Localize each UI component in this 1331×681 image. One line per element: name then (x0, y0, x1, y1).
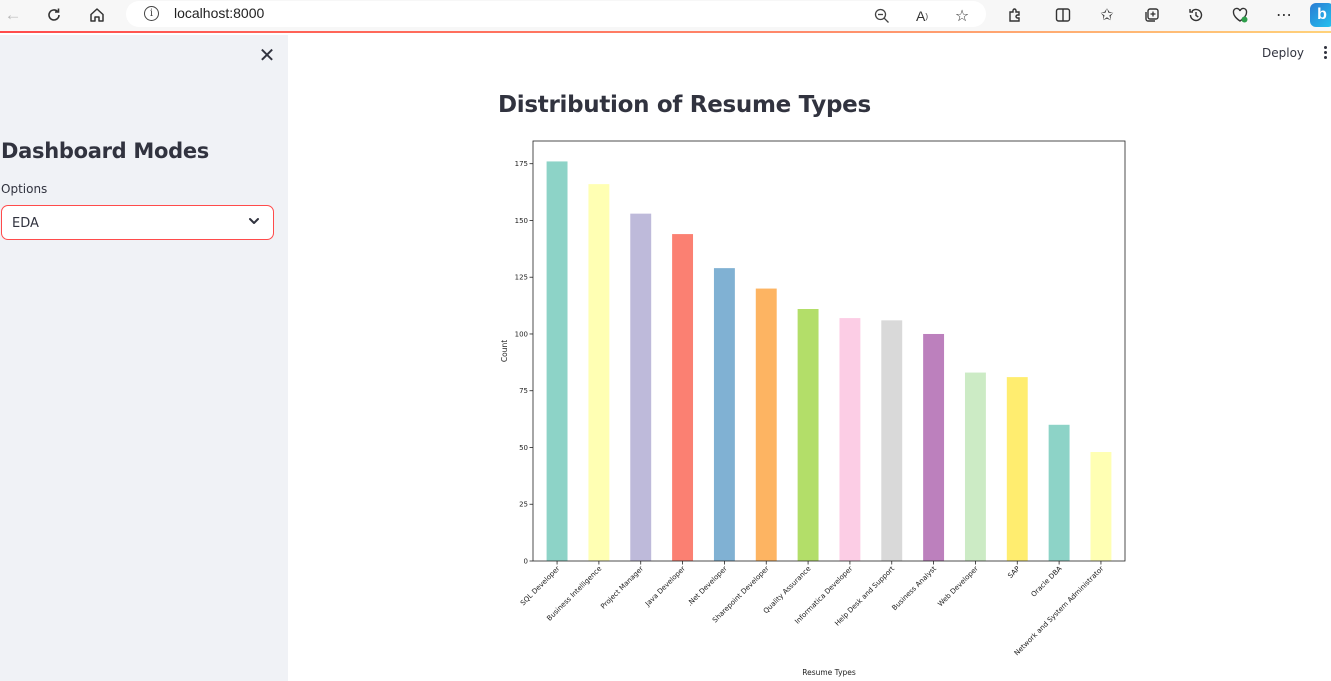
browser-essentials-icon[interactable] (1228, 4, 1252, 26)
bar (797, 309, 819, 561)
y-axis-label: Count (500, 340, 509, 362)
history-icon[interactable] (1184, 4, 1208, 26)
sidebar-title: Dashboard Modes (1, 139, 209, 163)
options-select[interactable]: EDA (1, 205, 274, 240)
bing-copilot-icon[interactable]: b (1310, 3, 1331, 27)
options-label: Options (1, 182, 48, 196)
bar (630, 213, 652, 561)
zoom-out-icon[interactable] (870, 5, 894, 27)
favorites-icon[interactable]: ✩ (1100, 7, 1114, 24)
y-tick-label: 50 (519, 444, 528, 452)
bar (923, 333, 945, 561)
x-tick-label: SQL Developer (519, 565, 562, 608)
x-tick-label: Web Developer (936, 565, 980, 609)
y-tick-label: 100 (515, 330, 528, 338)
browser-toolbar: ← i localhost:8000 A) ☆ ✩ ⋯ b (0, 0, 1331, 33)
read-aloud-icon[interactable]: A) (915, 8, 928, 24)
x-tick-label: Java Developer (643, 565, 687, 609)
bar (881, 320, 903, 561)
bar (1048, 424, 1070, 561)
bar (755, 288, 777, 561)
favorite-star-icon[interactable]: ☆ (954, 8, 970, 25)
chevron-down-icon (249, 218, 259, 224)
bar (839, 318, 861, 561)
plot-frame (532, 140, 1126, 562)
bar (1090, 452, 1112, 561)
collections-icon[interactable] (1140, 4, 1164, 26)
x-tick-label: .Net Developer (686, 565, 729, 608)
y-tick-label: 175 (515, 160, 528, 168)
deploy-button[interactable]: Deploy (1262, 46, 1305, 60)
reload-icon[interactable] (41, 4, 67, 26)
sidebar: ✕ Dashboard Modes Options EDA (0, 35, 288, 681)
bar (713, 268, 735, 561)
bar (588, 184, 610, 561)
y-tick-label: 25 (519, 501, 528, 509)
address-bar[interactable]: i localhost:8000 A) ☆ (126, 1, 986, 27)
main-menu-icon[interactable] (1321, 46, 1329, 62)
home-icon[interactable] (84, 4, 110, 26)
url-text: localhost:8000 (174, 5, 265, 21)
selected-option: EDA (12, 216, 39, 231)
x-tick-label: Project Manager (599, 565, 645, 611)
bar (546, 161, 568, 561)
extensions-icon[interactable] (1003, 4, 1027, 26)
y-tick-label: 150 (515, 217, 528, 225)
x-tick-label: Oracle DBA (1030, 565, 1064, 599)
split-screen-icon[interactable] (1051, 4, 1075, 26)
y-axis: 0 25 50 75 100 125 150 175 (515, 160, 533, 566)
y-tick-label: 75 (519, 387, 528, 395)
x-tick-label: Network and System Administrator (1013, 565, 1106, 658)
y-tick-label: 125 (515, 274, 528, 282)
x-tick-label: SAP (1006, 565, 1021, 580)
more-options-icon[interactable]: ⋯ (1276, 7, 1292, 24)
bar (1006, 377, 1028, 561)
back-arrow-icon[interactable]: ← (4, 5, 22, 24)
info-icon[interactable]: i (144, 6, 159, 21)
bar (672, 234, 694, 561)
x-axis-label: Resume Types (802, 668, 856, 677)
y-tick-label: 0 (524, 558, 528, 566)
close-sidebar-icon[interactable]: ✕ (258, 44, 276, 67)
page-title: Distribution of Resume Types (498, 92, 871, 118)
x-tick-label: Business Analyst (891, 565, 939, 613)
bar (964, 372, 986, 561)
bars (546, 161, 1112, 561)
page-load-progress (0, 31, 1331, 33)
